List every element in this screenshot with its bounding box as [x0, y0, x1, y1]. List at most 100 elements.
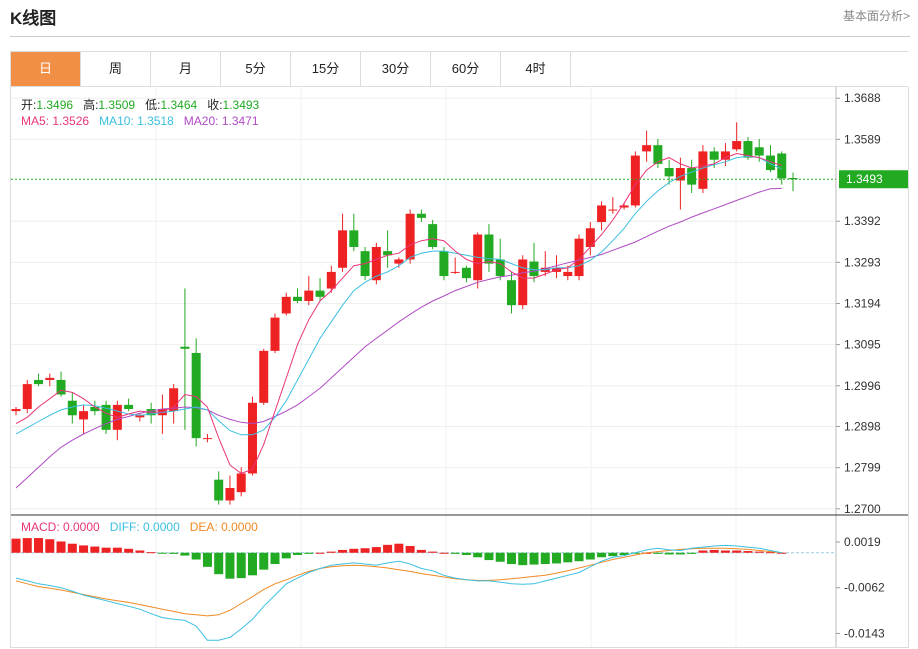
candle-body — [270, 317, 280, 351]
candle-body — [506, 280, 516, 306]
macd-bar — [574, 552, 584, 562]
ma5-value: MA5: 1.3526 — [21, 114, 90, 128]
macd-tick-label: -0.0143 — [844, 626, 885, 640]
last-price-label: 1.3493 — [846, 172, 883, 186]
ma-readout: MA5: 1.3526 MA10: 1.3518 MA20: 1.3471 — [21, 114, 259, 128]
ma10-line — [15, 155, 782, 436]
candle-body — [743, 141, 753, 158]
candle-body — [281, 296, 291, 314]
price-tick-label: 1.3293 — [844, 255, 881, 269]
candle-body — [495, 259, 505, 277]
chart-panel: 1.3688 1.3589 1.3392 1.3293 1.3194 1.3095 1.29… — [10, 87, 909, 648]
macd-bar — [79, 545, 89, 553]
candle-body — [214, 479, 224, 501]
macd-bar — [540, 552, 550, 565]
tab-30min[interactable]: 30分 — [361, 52, 431, 86]
candle-body — [675, 168, 685, 181]
macd-tick-label: -0.0062 — [844, 581, 885, 595]
period-tabs: 日 周 月 5分 15分 30分 60分 4时 — [10, 51, 908, 87]
macd-bar — [495, 552, 505, 562]
low-label: 低: — [145, 98, 161, 112]
candle-body — [236, 473, 246, 493]
candle-body — [574, 238, 584, 277]
page-title: K线图 — [10, 9, 57, 28]
price-tick-label: 1.2799 — [844, 461, 881, 475]
tab-day[interactable]: 日 — [11, 52, 81, 86]
price-tick-label: 1.2700 — [844, 502, 881, 516]
candle-body — [687, 168, 697, 185]
macd-bar — [675, 552, 685, 555]
open-label: 开: — [21, 98, 37, 112]
ohlc-readout: 开:1.3496 高:1.3509 低:1.3464 收:1.3493 — [21, 96, 259, 113]
kline-chart[interactable]: 1.3688 1.3589 1.3392 1.3293 1.3194 1.3095 1.29… — [11, 87, 908, 647]
high-label: 高: — [83, 98, 99, 112]
macd-bar — [619, 552, 629, 555]
tab-15min[interactable]: 15分 — [291, 52, 361, 86]
candle-body — [788, 178, 798, 180]
candle-body — [371, 246, 381, 281]
candle-body — [428, 224, 438, 247]
macd-bar — [450, 552, 460, 554]
macd-bar — [765, 552, 775, 554]
candle-body — [439, 251, 449, 277]
candle-body — [484, 234, 494, 264]
candle-body — [326, 271, 336, 289]
macd-bar — [281, 552, 291, 559]
price-tick-label: 1.3392 — [844, 214, 881, 228]
macd-bar — [428, 551, 438, 553]
price-tick-label: 1.3589 — [844, 132, 881, 146]
candle-body — [529, 261, 539, 277]
candle-body — [732, 141, 742, 150]
candle-body — [56, 379, 66, 395]
macd-tick-label: 0.0019 — [844, 535, 881, 549]
tab-4h[interactable]: 4时 — [501, 52, 571, 86]
macd-bar — [698, 550, 708, 553]
candle-body — [79, 411, 89, 420]
candle-body — [394, 259, 404, 264]
candle-body — [754, 147, 764, 156]
price-tick-label: 1.2996 — [844, 379, 881, 393]
macd-bar — [11, 538, 21, 553]
macd-bar — [383, 544, 393, 553]
candle-body — [259, 350, 269, 403]
macd-bar — [552, 552, 562, 564]
candle-body — [67, 400, 77, 416]
macd-bar — [506, 552, 516, 565]
candle-body — [765, 155, 775, 171]
dea-value: DEA: 0.0000 — [189, 520, 258, 534]
macd-bar — [608, 552, 618, 557]
macd-bar — [101, 547, 111, 553]
candle-body — [34, 379, 44, 385]
fundamental-analysis-link[interactable]: 基本面分析> — [842, 9, 910, 23]
macd-bar — [45, 539, 55, 553]
candle-body — [180, 346, 190, 349]
macd-bar — [135, 550, 145, 553]
price-tick-label: 1.3688 — [844, 91, 881, 105]
macd-bar — [146, 552, 156, 554]
macd-bar — [304, 552, 314, 554]
macd-bar — [214, 552, 224, 575]
last-price-tag — [839, 170, 908, 189]
macd-bar — [563, 552, 573, 563]
tab-5min[interactable]: 5分 — [221, 52, 291, 86]
candle-body — [45, 377, 55, 380]
macd-bar — [709, 549, 719, 553]
tab-month[interactable]: 月 — [151, 52, 221, 86]
candle-body — [619, 205, 629, 208]
tab-60min[interactable]: 60分 — [431, 52, 501, 86]
tab-week[interactable]: 周 — [81, 52, 151, 86]
candle-body — [247, 402, 257, 474]
macd-bar — [56, 541, 66, 553]
macd-bar — [473, 552, 483, 558]
low-value: 1.3464 — [160, 98, 198, 112]
candle-body — [315, 290, 325, 297]
macd-bar — [360, 548, 370, 553]
diff-line — [15, 544, 782, 641]
macd-bar — [34, 538, 44, 553]
macd-bar — [642, 552, 652, 554]
candle-body — [585, 228, 595, 247]
candle-body — [202, 438, 212, 440]
candle-body — [349, 230, 359, 247]
candle-body — [338, 230, 348, 268]
price-tick-label: 1.3194 — [844, 296, 881, 310]
